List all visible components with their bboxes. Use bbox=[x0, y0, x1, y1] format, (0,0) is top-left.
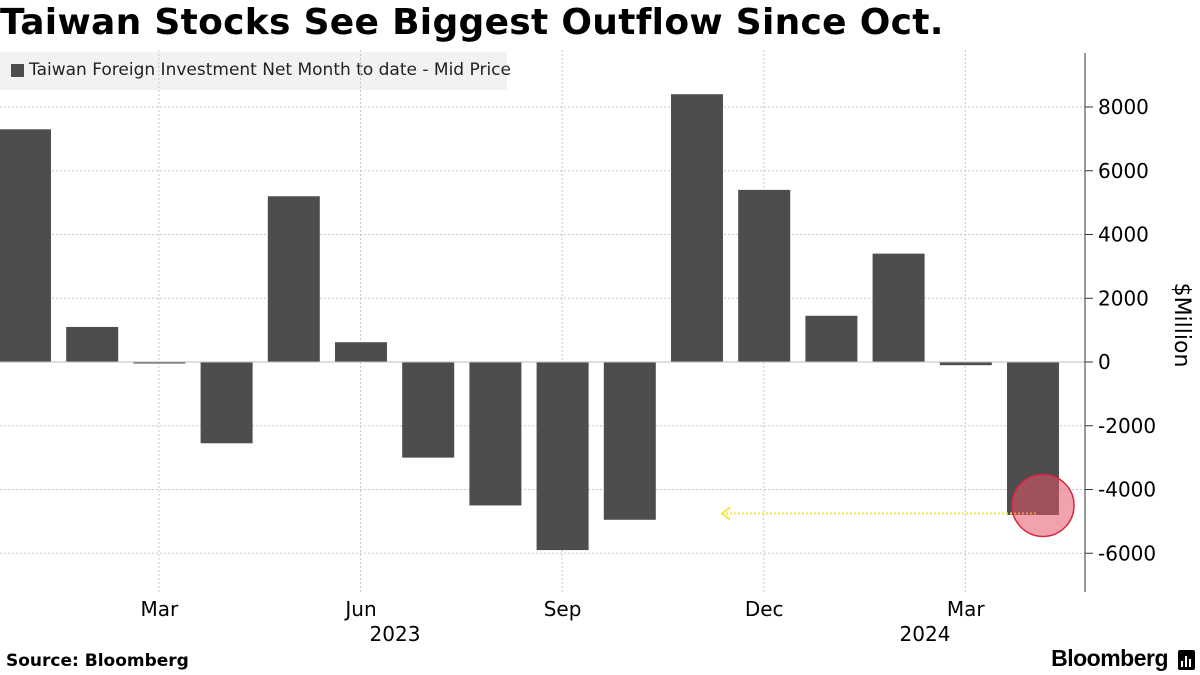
annotation-arrowhead bbox=[720, 506, 731, 521]
source-note: Source: Bloomberg bbox=[6, 651, 189, 671]
annotation-highlight-circle bbox=[1011, 473, 1075, 538]
bar bbox=[0, 129, 51, 362]
bar bbox=[469, 362, 522, 506]
x-tick-label: Jun bbox=[343, 597, 376, 621]
bar bbox=[133, 362, 186, 364]
x-tick-label: Dec bbox=[745, 597, 784, 621]
bar bbox=[536, 362, 589, 551]
bar bbox=[805, 315, 858, 362]
bar bbox=[200, 362, 253, 444]
x-tick-label: Mar bbox=[141, 597, 180, 621]
legend-swatch bbox=[11, 64, 24, 77]
y-tick-label: 2000 bbox=[1098, 286, 1149, 310]
bar bbox=[66, 326, 119, 362]
y-tick-label: 4000 bbox=[1098, 223, 1149, 247]
y-tick-label: 6000 bbox=[1098, 159, 1149, 183]
chart-title: Taiwan Stocks See Biggest Outflow Since … bbox=[0, 2, 944, 43]
x-tick-label: Mar bbox=[947, 597, 986, 621]
y-tick-label: -6000 bbox=[1098, 541, 1156, 565]
bar bbox=[939, 362, 992, 366]
y-tick-label: -4000 bbox=[1098, 478, 1156, 502]
legend-label: Taiwan Foreign Investment Net Month to d… bbox=[29, 60, 511, 80]
bloomberg-logo-icon bbox=[1178, 650, 1195, 670]
bar bbox=[335, 342, 387, 362]
x-year-label: 2023 bbox=[370, 622, 421, 646]
x-year-label: 2024 bbox=[900, 622, 951, 646]
bar bbox=[738, 189, 791, 362]
legend: Taiwan Foreign Investment Net Month to d… bbox=[0, 52, 511, 90]
bar bbox=[267, 196, 320, 362]
y-axis-title: $Million bbox=[1169, 283, 1194, 368]
y-tick-label: -2000 bbox=[1098, 414, 1156, 438]
bar bbox=[603, 362, 656, 520]
bar bbox=[671, 94, 723, 362]
bar bbox=[872, 253, 925, 362]
y-tick-label: 0 bbox=[1098, 350, 1111, 374]
bloomberg-logo: Bloomberg bbox=[1051, 645, 1168, 671]
bar bbox=[402, 362, 455, 458]
y-tick-label: 8000 bbox=[1098, 95, 1149, 119]
x-tick-label: Sep bbox=[544, 597, 582, 621]
